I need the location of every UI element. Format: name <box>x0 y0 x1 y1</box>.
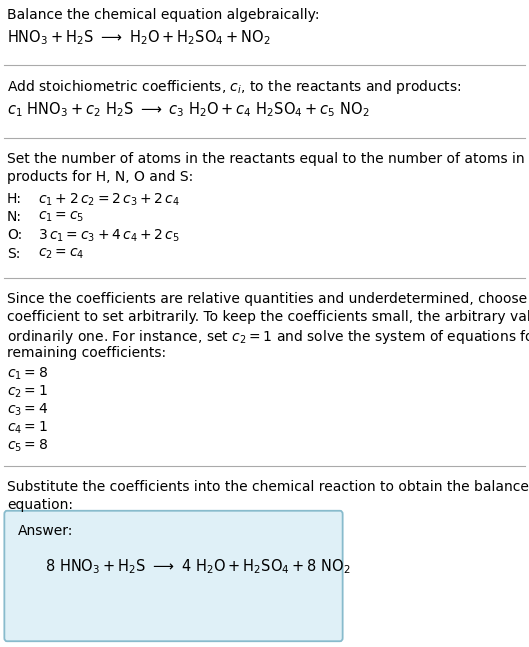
Text: $c_4 = 1$: $c_4 = 1$ <box>7 420 48 436</box>
Text: Add stoichiometric coefficients, $c_i$, to the reactants and products:: Add stoichiometric coefficients, $c_i$, … <box>7 78 462 96</box>
Text: ordinarily one. For instance, set $c_2 = 1$ and solve the system of equations fo: ordinarily one. For instance, set $c_2 =… <box>7 328 529 346</box>
Text: O:: O: <box>7 228 22 242</box>
Text: products for H, N, O and S:: products for H, N, O and S: <box>7 170 193 184</box>
Text: remaining coefficients:: remaining coefficients: <box>7 346 166 360</box>
Text: Balance the chemical equation algebraically:: Balance the chemical equation algebraica… <box>7 8 320 22</box>
Text: $3\,c_1 = c_3 + 4\,c_4 + 2\,c_5$: $3\,c_1 = c_3 + 4\,c_4 + 2\,c_5$ <box>38 228 180 245</box>
Text: $c_5 = 8$: $c_5 = 8$ <box>7 438 48 454</box>
Text: $c_2 = c_4$: $c_2 = c_4$ <box>38 247 85 261</box>
Text: $c_1 = 8$: $c_1 = 8$ <box>7 366 48 382</box>
Text: Since the coefficients are relative quantities and underdetermined, choose a: Since the coefficients are relative quan… <box>7 292 529 306</box>
Text: Set the number of atoms in the reactants equal to the number of atoms in the: Set the number of atoms in the reactants… <box>7 152 529 166</box>
Text: coefficient to set arbitrarily. To keep the coefficients small, the arbitrary va: coefficient to set arbitrarily. To keep … <box>7 310 529 324</box>
Text: Substitute the coefficients into the chemical reaction to obtain the balanced: Substitute the coefficients into the che… <box>7 480 529 494</box>
Text: $c_2 = 1$: $c_2 = 1$ <box>7 384 48 400</box>
Text: N:: N: <box>7 210 22 224</box>
Text: $c_1\ \mathrm{HNO_3} + c_2\ \mathrm{H_2S}\ \longrightarrow\ c_3\ \mathrm{H_2O} +: $c_1\ \mathrm{HNO_3} + c_2\ \mathrm{H_2S… <box>7 100 369 118</box>
Text: $c_1 + 2\,c_2 = 2\,c_3 + 2\,c_4$: $c_1 + 2\,c_2 = 2\,c_3 + 2\,c_4$ <box>38 192 180 208</box>
Text: $c_1 = c_5$: $c_1 = c_5$ <box>38 210 84 225</box>
Text: H:: H: <box>7 192 22 206</box>
Text: equation:: equation: <box>7 498 73 512</box>
Text: $c_3 = 4$: $c_3 = 4$ <box>7 402 48 419</box>
Text: S:: S: <box>7 247 21 261</box>
Text: $8\ \mathrm{HNO_3} + \mathrm{H_2S}\ \longrightarrow\ 4\ \mathrm{H_2O} + \mathrm{: $8\ \mathrm{HNO_3} + \mathrm{H_2S}\ \lon… <box>45 557 351 576</box>
FancyBboxPatch shape <box>4 510 343 641</box>
Text: Answer:: Answer: <box>18 524 74 538</box>
Text: $\mathrm{HNO_3 + H_2S \ \longrightarrow \ H_2O + H_2SO_4 + NO_2}$: $\mathrm{HNO_3 + H_2S \ \longrightarrow … <box>7 28 271 47</box>
